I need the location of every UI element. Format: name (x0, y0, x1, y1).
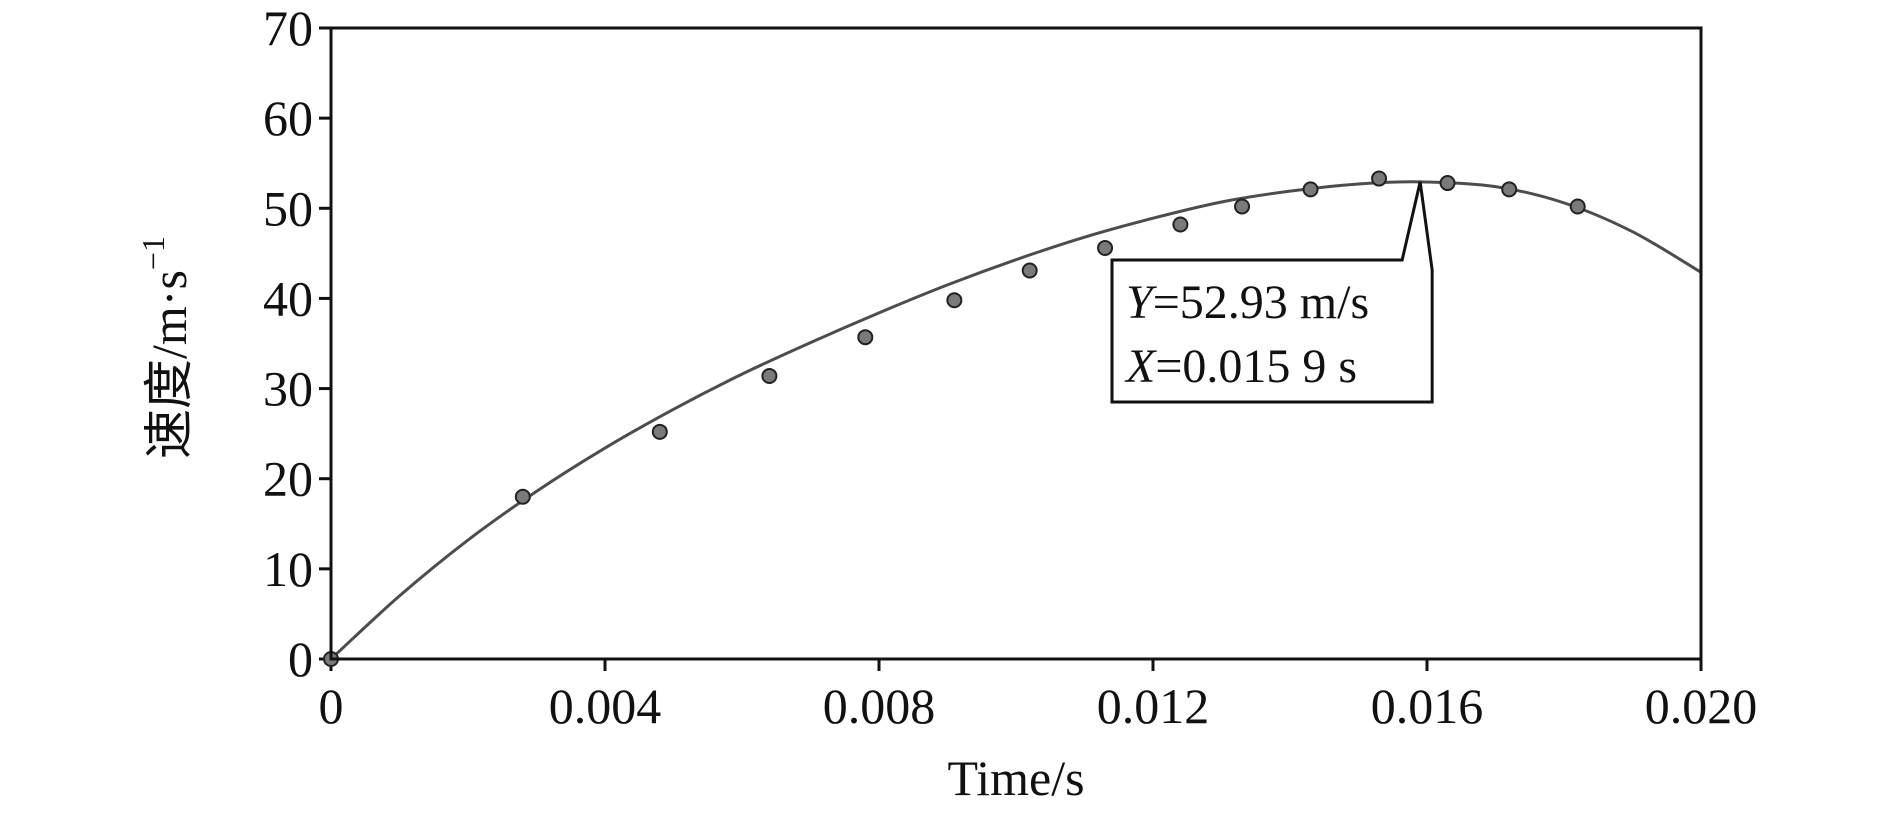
data-point (1569, 198, 1586, 215)
peak-callout-y-value: =52.93 m/s (1153, 276, 1369, 329)
data-point (1439, 175, 1456, 192)
fit-curve-layer (329, 180, 1702, 661)
data-point (857, 329, 874, 346)
x-axis-title: Time/s (947, 750, 1084, 806)
peak-callout-x-value: =0.015 9 s (1155, 340, 1357, 393)
x-tick-label: 0 (319, 678, 344, 734)
y-tick-label: 50 (263, 180, 313, 236)
y-axis-title-superscript: −1 (135, 236, 171, 270)
data-point (1021, 262, 1038, 279)
data-point (651, 423, 668, 440)
data-point (1501, 181, 1518, 198)
x-tick-label: 0.008 (823, 678, 936, 734)
peak-callout: Y=52.93 m/s X=0.015 9 s (1110, 181, 1434, 404)
peak-callout-y-text: Y=52.93 m/s (1126, 276, 1369, 329)
data-point (1302, 181, 1319, 198)
x-tick-label: 0.020 (1645, 678, 1758, 734)
peak-callout-x-text: X=0.015 9 s (1124, 340, 1357, 393)
y-axis-title-main: 速度/m·s (141, 270, 197, 459)
data-point (1234, 198, 1251, 215)
y-axis-title: 速度/m·s−1 (135, 236, 197, 459)
data-point (761, 367, 778, 384)
x-tick-label: 0.004 (549, 678, 662, 734)
data-point (514, 488, 531, 505)
data-points-layer (323, 170, 1586, 667)
y-tick-label: 30 (263, 361, 313, 417)
data-point (1172, 216, 1189, 233)
fit-curve-line (329, 180, 1702, 661)
x-axis-ticks: 0 0.004 0.008 0.012 0.016 0.020 (319, 659, 1758, 734)
y-tick-label: 10 (263, 541, 313, 597)
y-tick-label: 70 (263, 0, 313, 56)
data-point (946, 292, 963, 309)
y-tick-label: 0 (288, 631, 313, 687)
y-tick-label: 20 (263, 451, 313, 507)
data-point (1371, 170, 1388, 187)
y-tick-label: 40 (263, 270, 313, 326)
y-tick-label: 60 (263, 90, 313, 146)
peak-callout-x-var: X (1124, 340, 1157, 393)
peak-callout-y-var: Y (1126, 276, 1157, 329)
y-axis-ticks: 0 10 20 30 40 50 60 70 (263, 0, 331, 687)
plot-area-frame (329, 26, 1703, 661)
x-tick-label: 0.016 (1371, 678, 1484, 734)
x-tick-label: 0.012 (1097, 678, 1210, 734)
data-point (1097, 239, 1114, 256)
peak-callout-box (1110, 181, 1434, 404)
